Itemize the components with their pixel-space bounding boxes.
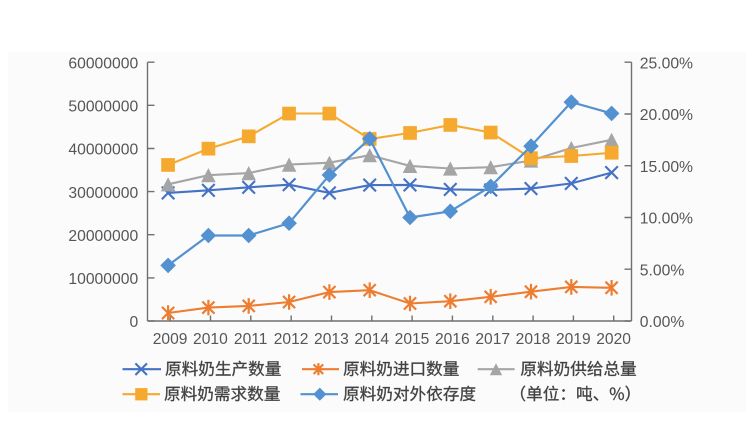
svg-text:15.00%: 15.00%	[640, 159, 693, 176]
svg-text:2015: 2015	[395, 331, 430, 348]
svg-text:2018: 2018	[516, 331, 551, 348]
svg-text:50000000: 50000000	[68, 99, 138, 116]
svg-text:2010: 2010	[193, 331, 228, 348]
svg-text:2017: 2017	[475, 331, 510, 348]
svg-text:0: 0	[129, 314, 138, 331]
svg-text:30000000: 30000000	[68, 185, 138, 202]
svg-text:2012: 2012	[274, 331, 309, 348]
svg-text:60000000: 60000000	[68, 55, 138, 72]
svg-text:10000000: 10000000	[68, 271, 138, 288]
svg-text:2011: 2011	[234, 331, 268, 348]
svg-text:25.00%: 25.00%	[640, 55, 693, 72]
svg-text:2013: 2013	[314, 331, 349, 348]
svg-text:0.00%: 0.00%	[640, 314, 685, 331]
svg-text:2019: 2019	[556, 331, 591, 348]
svg-text:20000000: 20000000	[68, 228, 138, 245]
svg-text:10.00%: 10.00%	[640, 211, 693, 228]
svg-text:5.00%: 5.00%	[640, 262, 685, 279]
svg-text:2009: 2009	[153, 331, 188, 348]
svg-text:40000000: 40000000	[68, 142, 138, 159]
svg-text:2020: 2020	[596, 331, 631, 348]
svg-text:2016: 2016	[435, 331, 470, 348]
svg-text:20.00%: 20.00%	[640, 107, 693, 124]
svg-text:2014: 2014	[354, 331, 389, 348]
